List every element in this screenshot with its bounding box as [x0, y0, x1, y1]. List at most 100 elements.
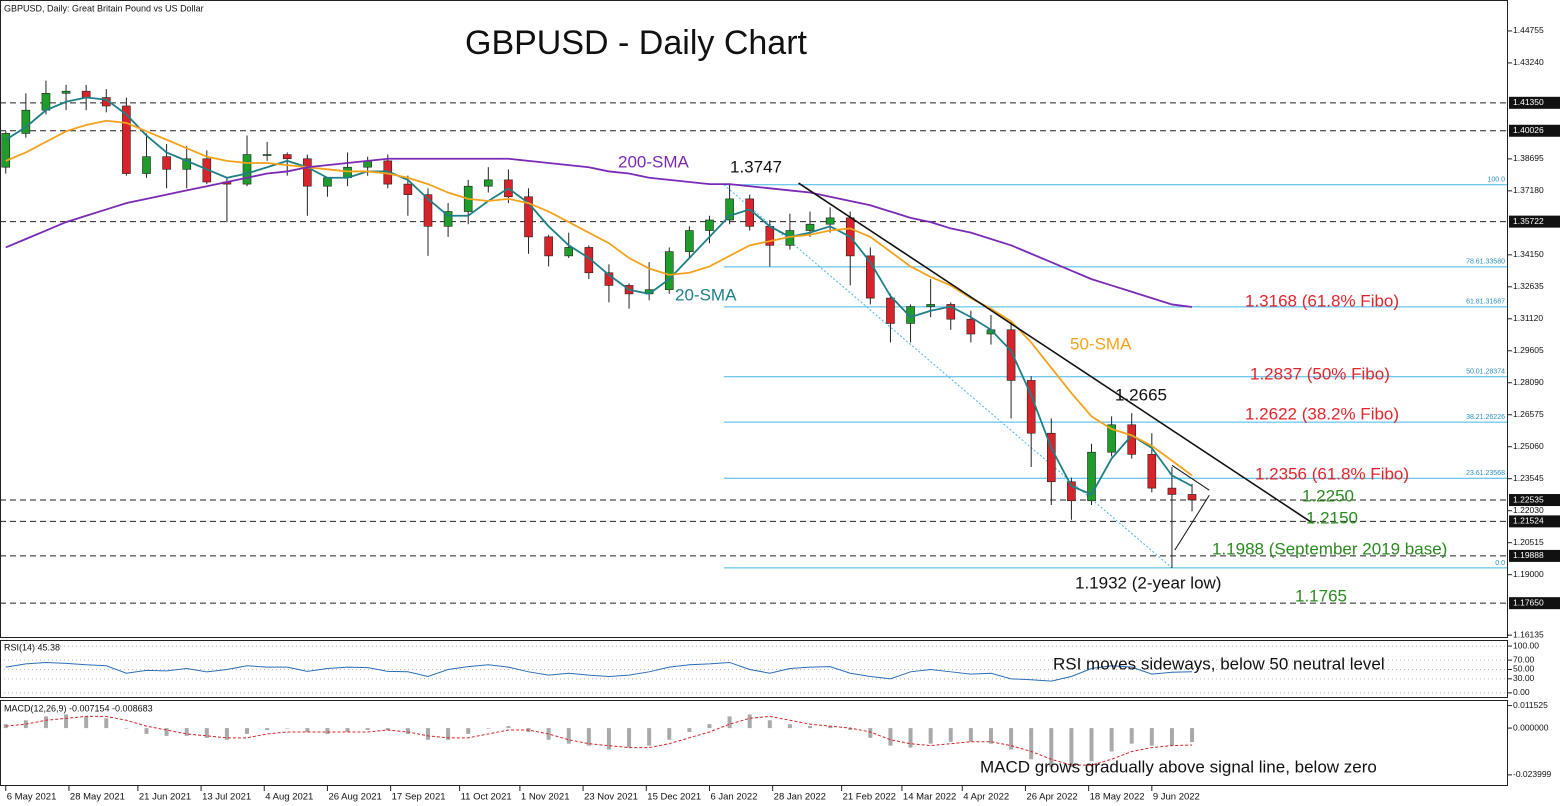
x-tick-label: 21 Jun 2021	[139, 792, 191, 803]
macd-bar	[144, 728, 149, 734]
sma-line	[5, 157, 1193, 308]
macd-bar	[868, 728, 873, 738]
macd-bar	[647, 728, 652, 746]
candle-body	[262, 154, 272, 156]
candle-body	[1046, 432, 1056, 483]
chart-title: GBPUSD - Daily Chart	[465, 24, 808, 62]
x-tick-label: 1 Nov 2021	[521, 792, 570, 803]
macd-bar	[446, 728, 451, 740]
macd-bar	[828, 726, 833, 729]
level-box	[1509, 124, 1560, 137]
x-tick-label: 9 Jun 2022	[1153, 792, 1200, 803]
x-tick-label: 6 Jan 2022	[710, 792, 757, 803]
candle-body	[825, 217, 835, 225]
macd-bar	[204, 728, 209, 738]
x-tick-label: 17 Sep 2021	[392, 792, 446, 803]
y-tick-label: 1.16135	[1513, 629, 1544, 639]
macd-bar	[586, 728, 591, 746]
y-tick-label: 100.00	[1513, 640, 1539, 650]
macd-bar	[948, 728, 953, 742]
trendline	[1174, 495, 1210, 551]
macd-bar	[606, 728, 611, 750]
candle-body	[162, 156, 171, 170]
trendline	[1171, 464, 1210, 491]
level-box	[1509, 597, 1560, 610]
candle-body	[122, 105, 131, 174]
series-label: 200-SMA	[618, 152, 690, 171]
y-tick-label: 70.00	[1513, 654, 1535, 664]
x-tick-label: 18 May 2022	[1090, 792, 1145, 803]
y-tick-label: 1.22030	[1513, 505, 1544, 515]
candle-body	[664, 251, 674, 290]
y-tick-label: 1.31120	[1513, 313, 1543, 323]
macd-bar	[245, 728, 250, 734]
macd-bar	[184, 728, 189, 736]
main-panel-frame	[0, 0, 1508, 638]
macd-bar	[1129, 728, 1134, 744]
y-tick-label: 0.000000	[1513, 722, 1549, 732]
macd-bar	[1049, 728, 1054, 768]
y-tick-label: 30.00	[1513, 673, 1535, 683]
level-label: 1.21524	[1513, 516, 1544, 526]
level-label: 1.41350	[1513, 97, 1544, 107]
y-tick-label: 1.23545	[1513, 473, 1544, 483]
x-tick-label: 23 Nov 2021	[584, 792, 638, 803]
sma-line	[5, 96, 1193, 496]
x-tick-label: 26 Aug 2021	[328, 792, 381, 803]
macd-bar	[808, 726, 813, 729]
annotation: 1.2150	[1306, 508, 1358, 527]
macd-bar	[1089, 728, 1094, 762]
candle-body	[142, 156, 151, 174]
candle-body	[1147, 454, 1157, 489]
series-label: 50-SMA	[1070, 334, 1132, 353]
macd-note: MACD grows gradually above signal line, …	[980, 757, 1377, 776]
candle-body	[323, 177, 332, 187]
macd-bar	[627, 728, 632, 748]
background-layer	[0, 102, 1508, 694]
macd-bar	[1109, 728, 1114, 752]
macd-bar	[1149, 728, 1154, 746]
macd-bar	[1169, 728, 1174, 746]
annotation: 1.2622 (38.2% Fibo)	[1245, 404, 1399, 423]
fibo-label: 50.01.28374	[1466, 369, 1505, 376]
x-tick-label: 11 Oct 2021	[461, 792, 512, 803]
annotation: 1.2837 (50% Fibo)	[1250, 364, 1390, 383]
candle-body	[282, 154, 292, 160]
annotation: 1.1988 (September 2019 base)	[1212, 539, 1447, 558]
macd-bar	[968, 728, 973, 742]
y-tick-label: 1.43240	[1513, 57, 1544, 67]
level-label: 1.17650	[1513, 597, 1544, 607]
candle-body	[1167, 487, 1177, 495]
macd-panel-frame	[0, 700, 1508, 786]
macd-bar	[365, 728, 370, 731]
candle-body	[685, 230, 694, 252]
macd-bar	[265, 728, 270, 731]
candle-body	[61, 90, 71, 94]
y-tick-label: -0.023999	[1513, 769, 1552, 779]
y-tick-label: 1.32635	[1513, 281, 1544, 291]
macd-signal	[5, 715, 1193, 766]
candle-body	[81, 90, 91, 98]
macd-bar	[84, 716, 89, 729]
level-label: 1.35722	[1513, 216, 1544, 226]
candle-body	[584, 247, 594, 274]
x-tick-label: 4 Apr 2022	[963, 792, 1009, 803]
macd-bar	[988, 728, 993, 744]
macd-bar	[908, 728, 913, 748]
macd-bar	[285, 728, 290, 729]
y-tick-label: 1.19000	[1513, 569, 1544, 579]
macd-bar	[305, 728, 310, 732]
candle-body	[946, 304, 956, 320]
macd-bar	[43, 716, 48, 729]
candle-body	[604, 272, 614, 286]
macd-bar	[747, 714, 752, 729]
macd-bar	[486, 728, 491, 729]
candle-body	[182, 158, 192, 170]
candle-body	[564, 247, 574, 257]
fibo-label: 38.21.26226	[1466, 414, 1505, 421]
x-tick-label: 28 Jan 2022	[774, 792, 826, 803]
candle-body	[805, 223, 815, 231]
fibo-label: 78.61.33580	[1466, 259, 1505, 266]
macd-bar	[124, 728, 129, 729]
